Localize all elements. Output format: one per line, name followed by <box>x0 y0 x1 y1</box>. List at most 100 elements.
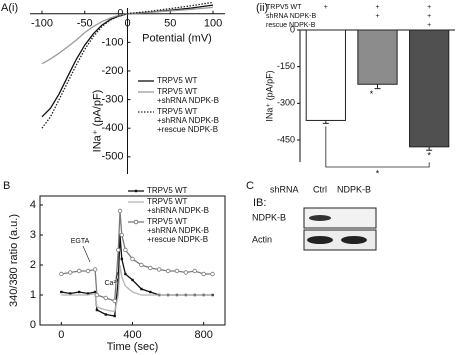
error-bar <box>426 146 433 151</box>
marker <box>149 290 152 294</box>
legend-marker <box>134 189 138 193</box>
marker <box>201 271 206 277</box>
y-tick-label: -300 <box>101 93 123 105</box>
y-tick-label: 2 <box>30 259 36 271</box>
blot-band <box>309 215 331 221</box>
x-axis-label: Time (sec) <box>107 341 159 353</box>
significance-bracket <box>325 126 430 168</box>
marker <box>112 298 117 304</box>
marker <box>76 268 82 274</box>
series-line <box>61 264 213 313</box>
marker <box>131 278 134 282</box>
significance-star: * <box>427 151 431 161</box>
error-bar <box>322 120 329 124</box>
condition-label: shRNA NDPK-B <box>266 13 317 20</box>
x-tick-label: 100 <box>204 18 222 30</box>
y-tick-label: 0 <box>290 24 295 34</box>
y-tick-label: 0 <box>30 319 36 331</box>
annotation: EGTA <box>71 238 90 245</box>
marker <box>192 268 197 274</box>
marker <box>117 208 123 214</box>
error-bar <box>374 84 381 90</box>
series-line <box>41 6 214 65</box>
condition-mark: + <box>427 22 431 29</box>
marker <box>117 278 120 282</box>
marker <box>124 272 127 276</box>
series-line <box>61 234 213 317</box>
x-tick-label: -50 <box>77 18 93 30</box>
x-tick-label: 0 <box>58 329 64 341</box>
marker <box>104 313 108 316</box>
x-axis-label: Potential (mV) <box>142 33 212 45</box>
y-tick-label: 1 <box>30 289 36 301</box>
annotation-arrow <box>115 271 119 280</box>
marker <box>183 270 189 275</box>
condition-mark: + <box>427 13 431 20</box>
marker <box>59 271 64 277</box>
panel-label: B <box>3 180 10 192</box>
significance-star: * <box>376 168 380 178</box>
blot-band <box>341 236 367 244</box>
y-tick-label: -400 <box>101 122 123 134</box>
marker <box>210 271 215 277</box>
lane-label: Ctrl <box>313 184 327 194</box>
blot-row-label: NDPK-B <box>252 212 286 222</box>
marker <box>148 265 153 271</box>
marker <box>139 262 144 268</box>
marker <box>92 267 98 272</box>
bar <box>305 29 346 121</box>
y-tick-label: 4 <box>30 199 36 211</box>
marker <box>113 314 116 318</box>
marker <box>165 268 171 274</box>
legend-entry: TRPV5 WT +shRNA NDPK-B +rescue NDPK-B <box>147 217 210 244</box>
marker <box>123 247 128 253</box>
x-tick-label: 0 <box>124 18 130 30</box>
y-tick-label: -450 <box>277 134 295 144</box>
bar <box>357 29 398 85</box>
y-axis-label: INa⁺ (pA/pF) <box>91 90 103 153</box>
blot-band <box>307 236 333 244</box>
marker <box>86 292 90 295</box>
marker <box>119 232 125 238</box>
y-tick-label: -150 <box>277 61 295 71</box>
marker <box>103 295 109 301</box>
legend-entry: TRPV5 WT +shRNA NDPK-B <box>157 87 220 105</box>
x-tick-label: 800 <box>194 329 212 341</box>
marker <box>94 292 100 298</box>
x-tick-label: 50 <box>164 18 176 30</box>
marker <box>116 247 121 253</box>
marker <box>77 290 81 294</box>
marker <box>93 290 97 294</box>
significance-star: * <box>370 89 374 99</box>
condition-mark: + <box>324 4 328 11</box>
y-tick-label: -200 <box>101 65 123 77</box>
marker <box>60 290 63 294</box>
y-axis-label: INa⁺ (pA/pF) <box>264 70 274 121</box>
panel-label: (ii) <box>256 2 268 14</box>
y-tick-label: -100 <box>101 36 123 48</box>
condition-mark: + <box>375 13 379 20</box>
y-tick-label: 0 <box>117 8 123 20</box>
legend-entry: TRPV5 WT <box>147 186 188 195</box>
condition-mark: + <box>375 4 379 11</box>
legend-entry: TRPV5 WT <box>157 76 198 85</box>
marker <box>85 268 91 274</box>
lane-label: NDPK-B <box>337 184 371 194</box>
ib-label: IB: <box>253 197 266 209</box>
blot-frame <box>303 229 377 251</box>
blot-row-label: Actin <box>252 234 272 244</box>
legend-entry: TRPV5 WT +shRNA NDPK-B +rescue NDPK-B <box>157 107 220 134</box>
marker <box>130 256 135 262</box>
series-line <box>41 1 214 129</box>
y-tick-label: 3 <box>30 229 36 241</box>
x-tick-label: 400 <box>123 329 141 341</box>
marker <box>140 287 143 291</box>
panel-label: C <box>246 180 254 192</box>
y-tick-label: -300 <box>277 98 295 108</box>
series-line <box>61 210 213 302</box>
condition-mark: + <box>427 4 431 11</box>
marker <box>95 308 99 312</box>
condition-label: rescue NDPK-B <box>266 22 316 29</box>
